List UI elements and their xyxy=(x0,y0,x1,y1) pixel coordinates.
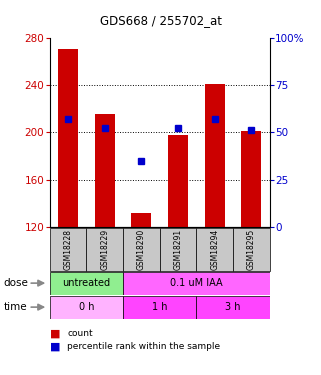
Bar xyxy=(95,114,115,227)
Text: GSM18295: GSM18295 xyxy=(247,228,256,270)
Bar xyxy=(86,228,123,271)
Bar xyxy=(168,135,188,227)
Text: GSM18229: GSM18229 xyxy=(100,229,109,270)
Text: ■: ■ xyxy=(50,342,60,352)
Bar xyxy=(131,213,152,227)
Bar xyxy=(50,296,123,319)
Text: GSM18290: GSM18290 xyxy=(137,228,146,270)
Bar xyxy=(160,228,196,271)
Text: GSM18228: GSM18228 xyxy=(64,229,73,270)
Bar xyxy=(123,272,270,295)
Text: count: count xyxy=(67,329,93,338)
Bar xyxy=(58,50,78,227)
Text: dose: dose xyxy=(3,278,28,288)
Text: untreated: untreated xyxy=(62,278,110,288)
Bar xyxy=(50,272,123,295)
Text: GDS668 / 255702_at: GDS668 / 255702_at xyxy=(100,14,221,27)
Bar xyxy=(196,228,233,271)
Text: ■: ■ xyxy=(50,329,60,339)
Bar xyxy=(196,296,270,319)
Text: time: time xyxy=(3,302,27,312)
Text: 1 h: 1 h xyxy=(152,302,168,312)
Bar xyxy=(204,84,225,227)
Text: GSM18291: GSM18291 xyxy=(174,229,183,270)
Text: 0.1 uM IAA: 0.1 uM IAA xyxy=(170,278,223,288)
Text: percentile rank within the sample: percentile rank within the sample xyxy=(67,342,221,351)
Text: 3 h: 3 h xyxy=(225,302,241,312)
Text: 0 h: 0 h xyxy=(79,302,94,312)
Bar xyxy=(123,296,196,319)
Bar xyxy=(241,131,261,227)
Bar xyxy=(123,228,160,271)
Bar xyxy=(50,228,86,271)
Bar xyxy=(233,228,270,271)
Text: GSM18294: GSM18294 xyxy=(210,228,219,270)
